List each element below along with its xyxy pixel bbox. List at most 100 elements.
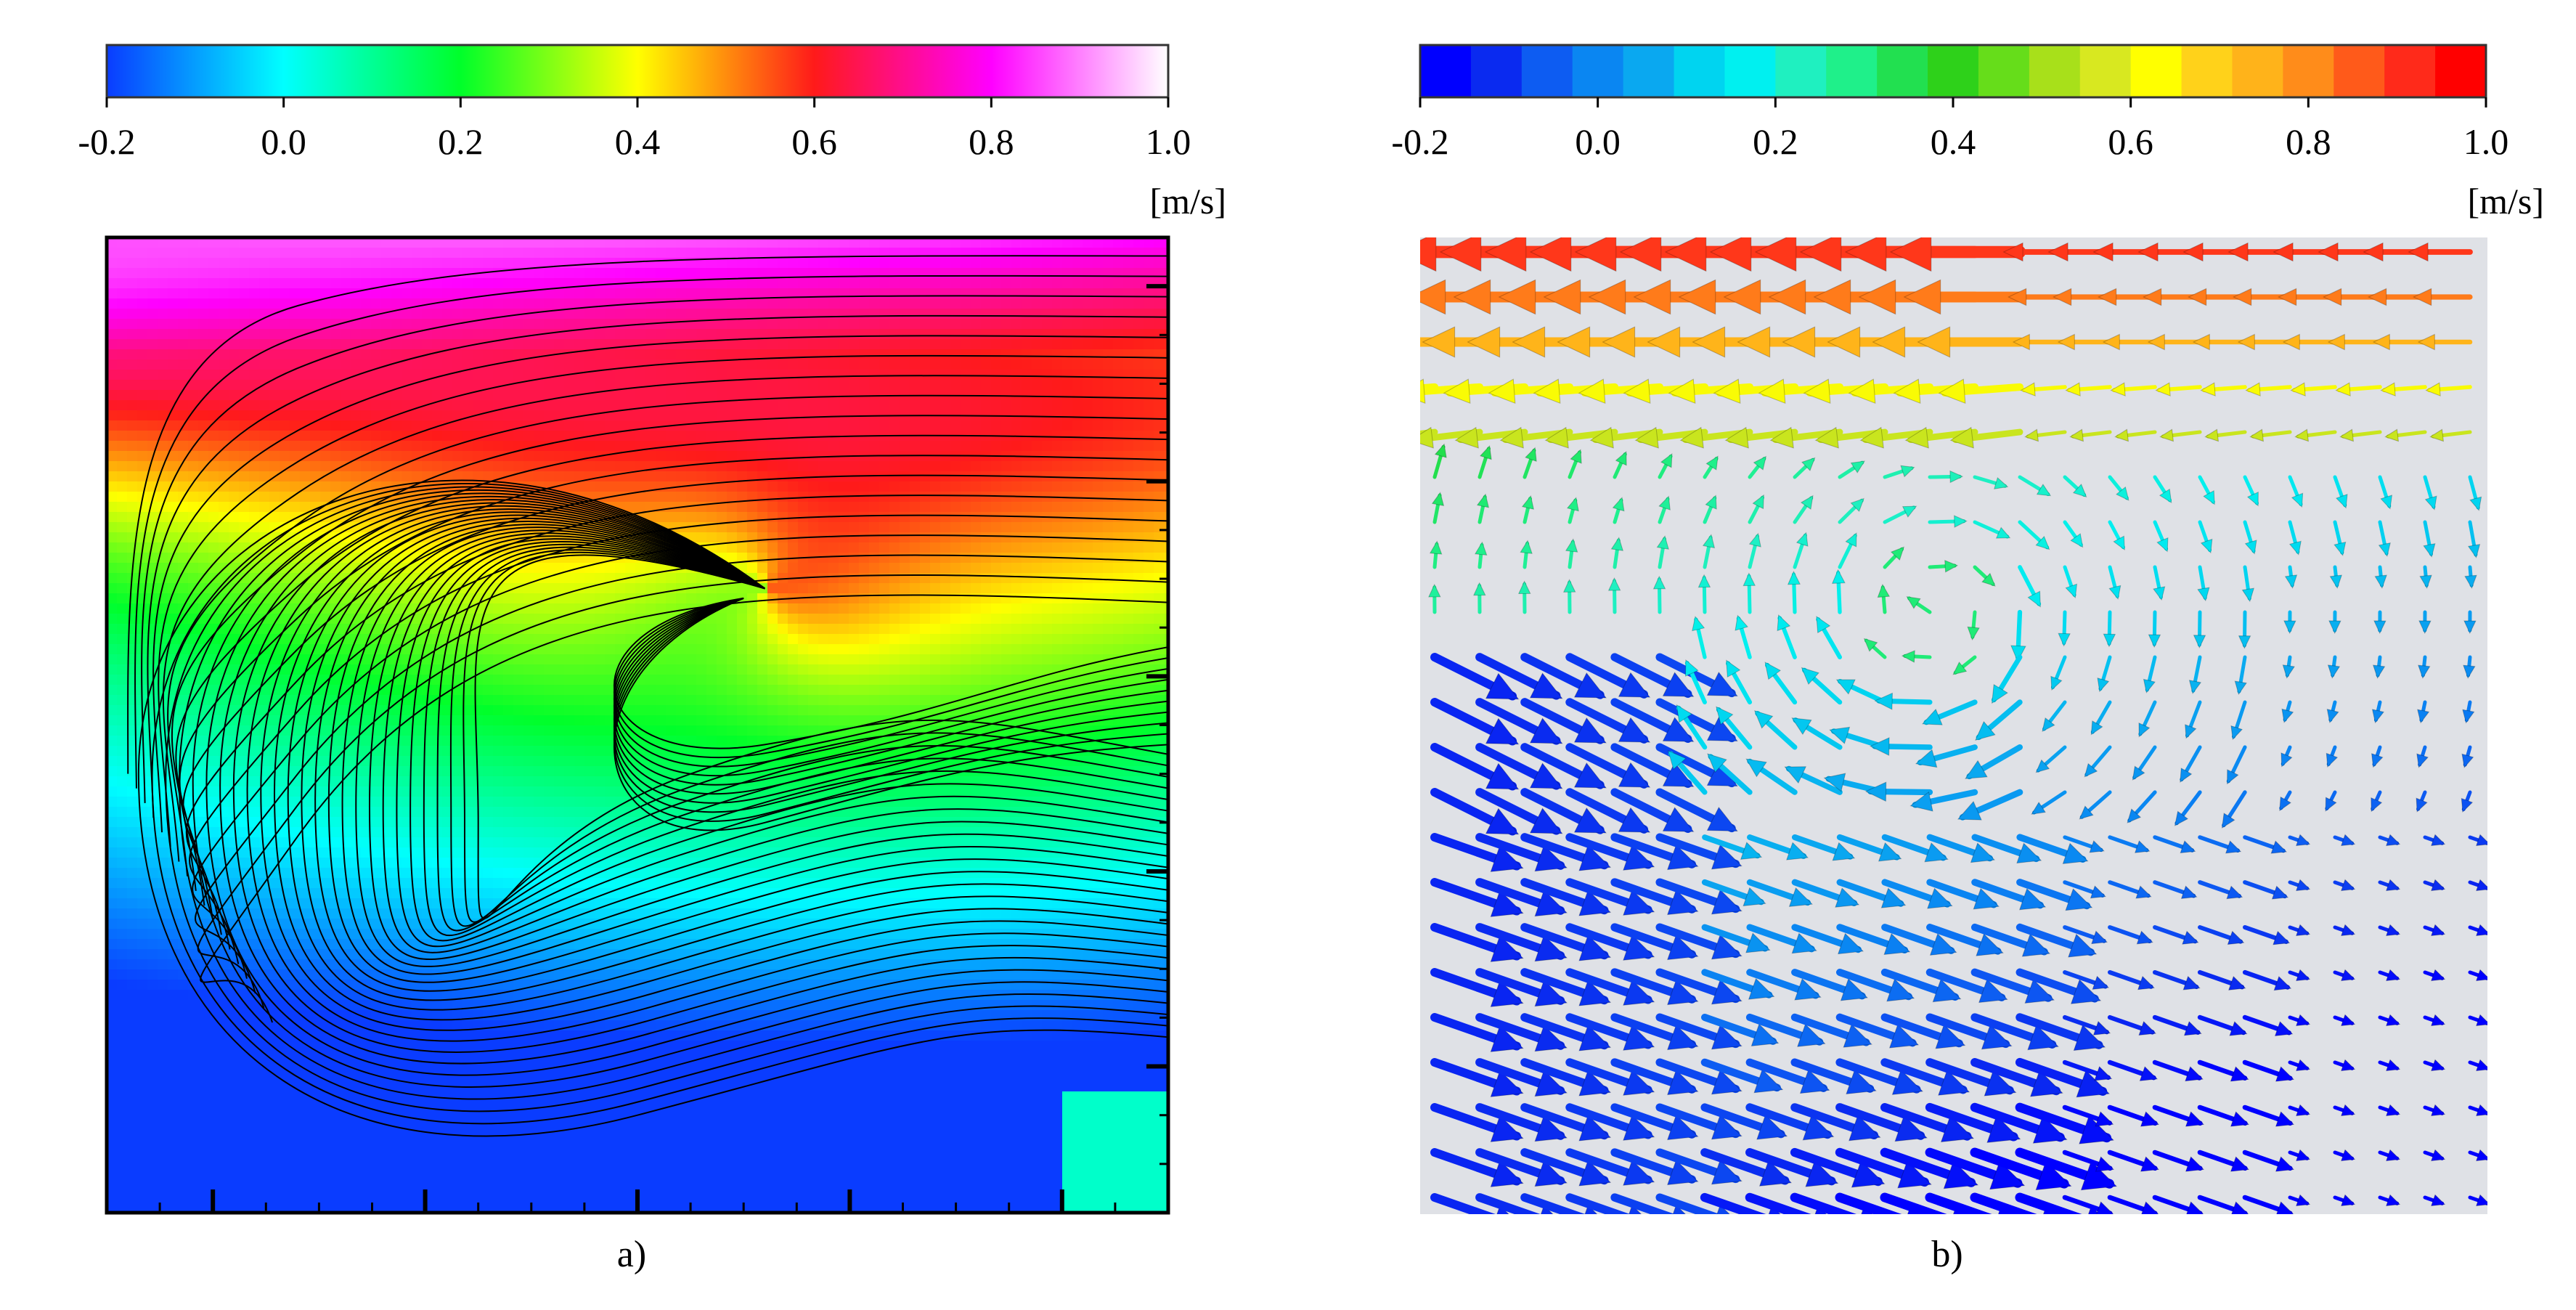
field-cell bbox=[493, 624, 504, 635]
field-cell bbox=[1154, 298, 1165, 309]
field-cell bbox=[168, 420, 179, 431]
field-cell bbox=[1022, 339, 1032, 350]
field-cell bbox=[351, 461, 362, 472]
field-cell bbox=[219, 481, 229, 492]
field-cell bbox=[1083, 339, 1093, 350]
field-cell bbox=[706, 471, 717, 482]
field-cell bbox=[981, 339, 992, 350]
field-cell bbox=[554, 370, 565, 381]
field-cell bbox=[523, 715, 534, 726]
field-cell bbox=[625, 573, 636, 584]
field-cell bbox=[686, 695, 697, 706]
field-cell bbox=[1042, 359, 1053, 370]
field-cell bbox=[493, 390, 504, 401]
field-cell bbox=[1093, 553, 1104, 564]
field-cell bbox=[1072, 502, 1083, 513]
field-cell bbox=[290, 288, 301, 299]
field-cell bbox=[778, 553, 788, 564]
field-cell bbox=[981, 502, 992, 513]
field-cell bbox=[432, 359, 443, 370]
field-cell bbox=[422, 258, 433, 269]
field-cell bbox=[900, 420, 910, 431]
field-cell bbox=[229, 583, 240, 594]
field-cell bbox=[676, 420, 687, 431]
field-cell bbox=[320, 268, 331, 279]
field-cell bbox=[1042, 309, 1053, 320]
field-cell bbox=[757, 349, 768, 360]
field-cell bbox=[290, 400, 301, 411]
field-cell bbox=[1113, 634, 1124, 645]
field-cell bbox=[351, 380, 362, 391]
field-cell bbox=[1103, 370, 1114, 381]
field-cell bbox=[849, 461, 860, 472]
field-cell bbox=[727, 339, 738, 350]
field-cell bbox=[168, 359, 179, 370]
field-cell bbox=[1144, 522, 1154, 533]
field-cell bbox=[330, 329, 341, 340]
field-cell bbox=[1093, 522, 1104, 533]
field-cell bbox=[859, 237, 870, 248]
field-cell bbox=[859, 522, 870, 533]
field-cell bbox=[940, 359, 951, 370]
field-cell bbox=[615, 380, 626, 391]
field-cell bbox=[991, 532, 1002, 543]
field-cell bbox=[879, 329, 890, 340]
field-cell bbox=[940, 420, 951, 431]
field-cell bbox=[137, 339, 148, 350]
field-cell bbox=[1103, 258, 1114, 269]
field-cell bbox=[412, 339, 423, 350]
field-cell bbox=[178, 298, 189, 309]
field-cell bbox=[635, 248, 646, 259]
field-cell bbox=[137, 248, 148, 259]
field-cell bbox=[117, 268, 128, 279]
field-cell bbox=[818, 400, 829, 411]
field-cell bbox=[300, 573, 311, 584]
field-cell bbox=[412, 237, 423, 248]
field-cell bbox=[930, 461, 941, 472]
field-cell bbox=[1144, 492, 1154, 503]
field-cell bbox=[483, 278, 494, 289]
field-cell bbox=[981, 298, 992, 309]
field-cell bbox=[1113, 522, 1124, 533]
field-cell bbox=[879, 471, 890, 482]
field-cell bbox=[737, 420, 748, 431]
field-cell bbox=[747, 339, 758, 350]
field-cell bbox=[717, 634, 727, 645]
field-cell bbox=[971, 349, 982, 360]
field-cell bbox=[442, 248, 453, 259]
field-cell bbox=[534, 268, 545, 279]
field-cell bbox=[889, 705, 900, 716]
field-cell bbox=[625, 248, 636, 259]
field-cell bbox=[767, 288, 778, 299]
field-cell bbox=[625, 563, 636, 574]
field-cell bbox=[1072, 370, 1083, 381]
field-cell bbox=[747, 410, 758, 421]
field-cell bbox=[839, 512, 849, 523]
field-cell bbox=[910, 624, 921, 635]
field-cell bbox=[432, 410, 443, 421]
field-cell bbox=[778, 268, 788, 279]
field-cell bbox=[1022, 563, 1032, 574]
field-cell bbox=[808, 461, 819, 472]
field-cell bbox=[879, 288, 890, 299]
field-cell bbox=[605, 644, 616, 655]
field-cell bbox=[473, 278, 484, 289]
field-cell bbox=[127, 542, 138, 553]
field-cell bbox=[971, 481, 982, 492]
field-cell bbox=[1103, 471, 1114, 482]
field-cell bbox=[127, 329, 138, 340]
field-cell bbox=[229, 461, 240, 472]
field-cell bbox=[981, 624, 992, 635]
field-cell bbox=[239, 431, 250, 442]
field-cell bbox=[219, 268, 229, 279]
field-cell bbox=[280, 298, 290, 309]
field-cell bbox=[727, 654, 738, 665]
field-cell bbox=[1123, 420, 1134, 431]
field-cell bbox=[513, 278, 524, 289]
field-cell bbox=[280, 380, 290, 391]
field-cell bbox=[950, 664, 961, 675]
field-cell bbox=[839, 380, 849, 391]
field-cell bbox=[879, 258, 890, 269]
field-cell bbox=[503, 237, 514, 248]
field-cell bbox=[778, 309, 788, 320]
